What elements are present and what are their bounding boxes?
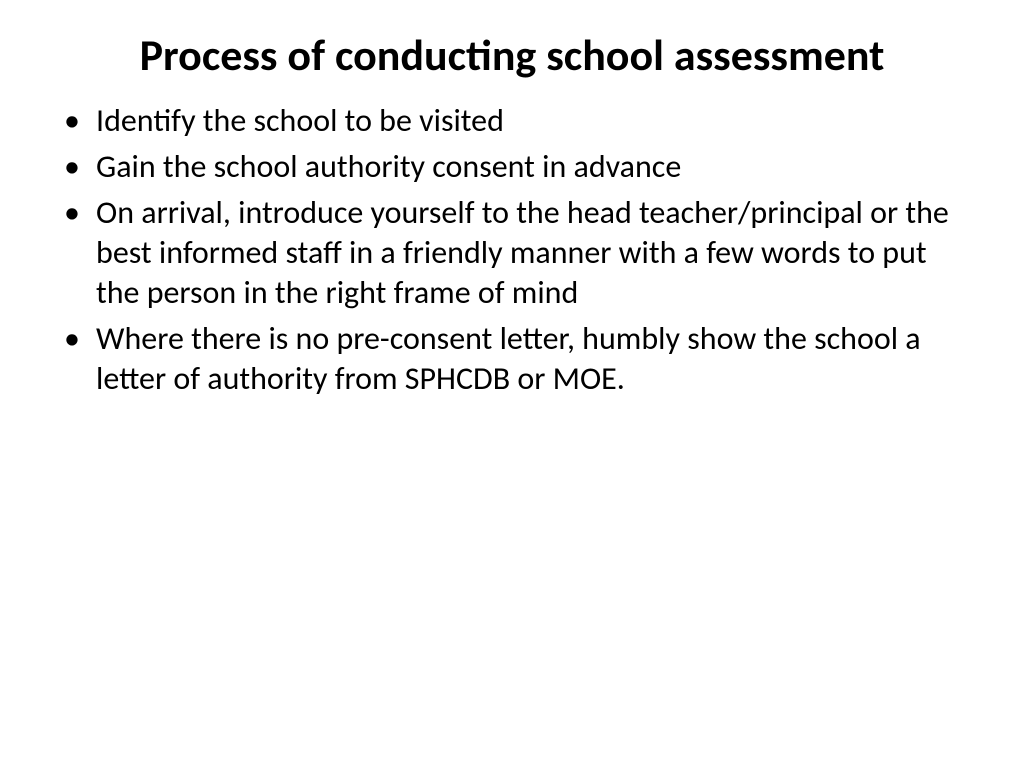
bullet-item: Gain the school authority consent in adv… — [50, 147, 974, 187]
bullet-item: Where there is no pre-consent letter, hu… — [50, 319, 974, 399]
bullet-item: On arrival, introduce yourself to the he… — [50, 193, 974, 313]
bullet-item: Identify the school to be visited — [50, 101, 974, 141]
bullet-list: Identify the school to be visited Gain t… — [50, 101, 974, 399]
slide-title: Process of conducting school assessment — [50, 30, 974, 81]
